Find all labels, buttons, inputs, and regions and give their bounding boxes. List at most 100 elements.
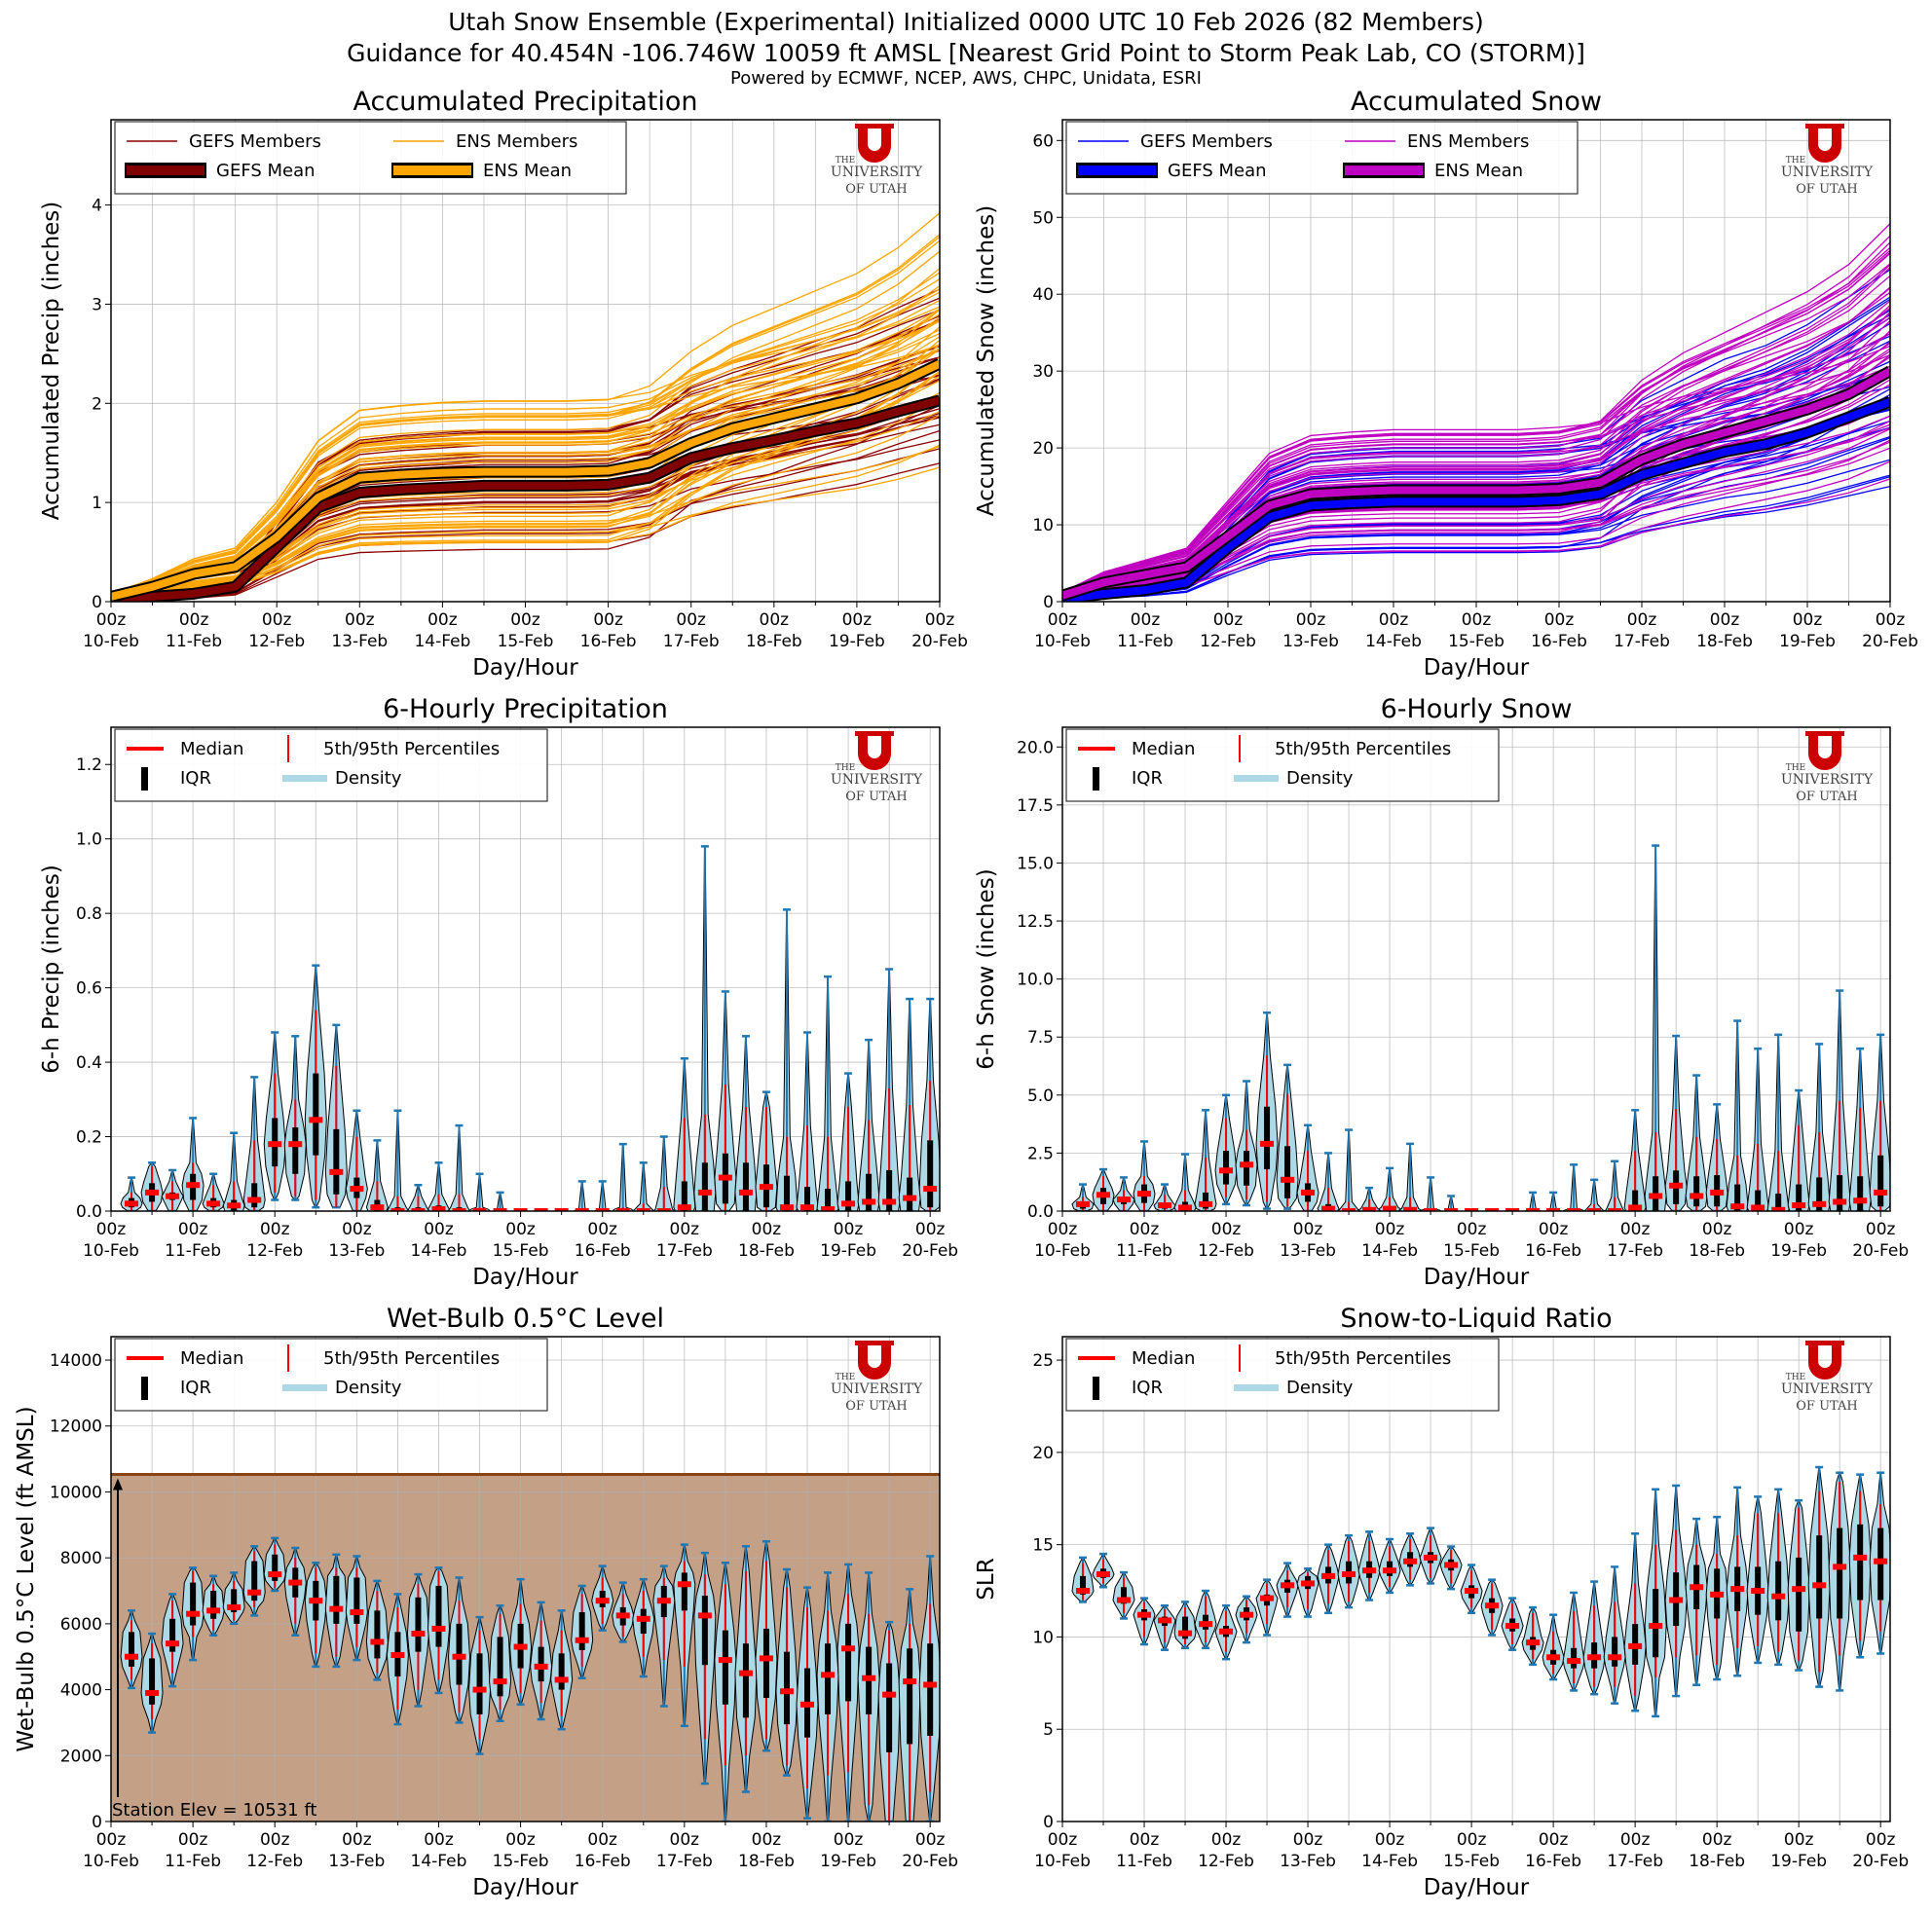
median-marker bbox=[1771, 1206, 1786, 1211]
iqr-bar bbox=[190, 1582, 197, 1626]
violin bbox=[406, 1183, 429, 1211]
median-marker bbox=[145, 1189, 160, 1196]
y-tick-label: 1.2 bbox=[76, 755, 102, 775]
median-marker bbox=[1853, 1197, 1868, 1204]
iqr-bar bbox=[742, 1162, 749, 1211]
median-marker bbox=[1301, 1580, 1316, 1587]
violin bbox=[1133, 1597, 1156, 1646]
mean-line-gefs-mean bbox=[1062, 397, 1890, 602]
iqr-bar bbox=[1755, 1190, 1762, 1211]
x-tick-day-label: 11-Feb bbox=[1116, 1852, 1172, 1871]
utah-u-icon bbox=[855, 731, 894, 770]
legend: Median 5th/95th Percentiles IQR Density bbox=[114, 728, 548, 802]
legend-label: 5th/95th Percentiles bbox=[1275, 739, 1451, 759]
violin bbox=[489, 1604, 512, 1722]
violin bbox=[1337, 1533, 1360, 1609]
x-tick-hour-label: 00z bbox=[587, 1220, 617, 1239]
iqr-bar bbox=[886, 1169, 893, 1211]
violin bbox=[1337, 1128, 1360, 1211]
violin bbox=[673, 1543, 696, 1728]
legend-swatch-median bbox=[127, 1356, 164, 1360]
legend-swatch-density bbox=[1234, 775, 1279, 782]
violin bbox=[1869, 1471, 1890, 1655]
median-marker bbox=[1321, 1572, 1336, 1579]
violin bbox=[1153, 1603, 1176, 1651]
x-tick-hour-label: 00z bbox=[260, 1830, 290, 1850]
y-tick-label: 0.6 bbox=[76, 979, 102, 999]
median-marker bbox=[1362, 1206, 1377, 1211]
violin bbox=[120, 1609, 143, 1690]
median-marker bbox=[309, 1117, 323, 1123]
violin bbox=[755, 1090, 778, 1211]
legend-label: GEFS Members bbox=[1140, 131, 1273, 152]
x-tick-day-label: 10-Feb bbox=[83, 632, 139, 651]
x-tick-day-label: 15-Feb bbox=[1448, 632, 1505, 651]
violin bbox=[1071, 1556, 1095, 1603]
iqr-bar bbox=[1121, 1587, 1128, 1604]
violin bbox=[489, 1191, 512, 1211]
x-tick-hour-label: 00z bbox=[1296, 610, 1326, 630]
legend-label: IQR bbox=[180, 768, 211, 789]
station-arrow-head bbox=[113, 1478, 123, 1491]
violin bbox=[1582, 1580, 1606, 1696]
violin bbox=[1766, 1488, 1790, 1667]
x-tick-day-label: 10-Feb bbox=[1034, 1852, 1091, 1871]
x-tick-day-label: 14-Feb bbox=[1365, 632, 1422, 651]
violin bbox=[448, 1123, 471, 1211]
violin bbox=[1235, 1595, 1258, 1644]
legend: Median 5th/95th Percentiles IQR Density bbox=[114, 1338, 548, 1412]
x-tick-day-label: 14-Feb bbox=[1361, 1241, 1418, 1261]
legend-swatch-iqr bbox=[141, 1377, 148, 1400]
median-marker bbox=[1117, 1196, 1132, 1203]
median-marker bbox=[1096, 1570, 1111, 1577]
member-line bbox=[1062, 267, 1890, 595]
median-marker bbox=[1608, 1654, 1622, 1661]
y-tick-label: 4000 bbox=[60, 1681, 102, 1701]
median-marker bbox=[1076, 1200, 1091, 1207]
x-tick-day-label: 17-Feb bbox=[656, 1852, 713, 1871]
logo-text-the: THE bbox=[836, 156, 855, 166]
median-marker bbox=[125, 1653, 139, 1660]
violin bbox=[140, 1161, 164, 1211]
y-tick-label: 2000 bbox=[60, 1747, 102, 1766]
x-axis-label: Day/Hour bbox=[1424, 1875, 1530, 1900]
iqr-bar bbox=[1734, 1184, 1741, 1211]
violin bbox=[242, 1076, 266, 1211]
mean-line-ens-mean bbox=[1062, 367, 1890, 600]
x-tick-hour-label: 00z bbox=[1375, 1220, 1405, 1239]
x-tick-day-label: 15-Feb bbox=[1443, 1241, 1500, 1261]
x-tick-day-label: 16-Feb bbox=[1525, 1241, 1581, 1261]
median-marker bbox=[227, 1202, 242, 1209]
x-tick-day-label: 19-Feb bbox=[1779, 632, 1836, 651]
median-marker bbox=[370, 1204, 385, 1211]
iqr-bar bbox=[313, 1073, 319, 1156]
iqr-bar bbox=[1693, 1176, 1700, 1207]
x-tick-hour-label: 00z bbox=[1462, 610, 1492, 630]
violin bbox=[1235, 1080, 1258, 1207]
iqr-bar bbox=[886, 1663, 893, 1752]
iqr-bar bbox=[927, 1140, 934, 1208]
x-tick-hour-label: 00z bbox=[760, 610, 790, 630]
x-tick-hour-label: 00z bbox=[842, 610, 873, 630]
x-tick-hour-label: 00z bbox=[262, 610, 292, 630]
logo-text-the: THE bbox=[836, 1373, 855, 1382]
violin bbox=[1276, 1063, 1299, 1210]
member-line bbox=[111, 313, 940, 597]
x-tick-day-label: 14-Feb bbox=[411, 1852, 467, 1871]
legend-swatch-density bbox=[282, 1384, 327, 1391]
violin bbox=[1542, 1613, 1565, 1681]
iqr-bar bbox=[825, 1643, 832, 1714]
median-marker bbox=[1669, 1182, 1684, 1189]
median-marker bbox=[882, 1198, 897, 1205]
legend-label: ENS Mean bbox=[1434, 161, 1523, 181]
violin bbox=[427, 1566, 450, 1695]
median-marker bbox=[1751, 1204, 1765, 1211]
violin bbox=[1255, 1578, 1279, 1637]
median-marker bbox=[227, 1603, 242, 1610]
x-tick-hour-label: 00z bbox=[676, 610, 706, 630]
y-tick-label: 0.4 bbox=[76, 1053, 102, 1073]
axes-frame bbox=[110, 1336, 941, 1822]
